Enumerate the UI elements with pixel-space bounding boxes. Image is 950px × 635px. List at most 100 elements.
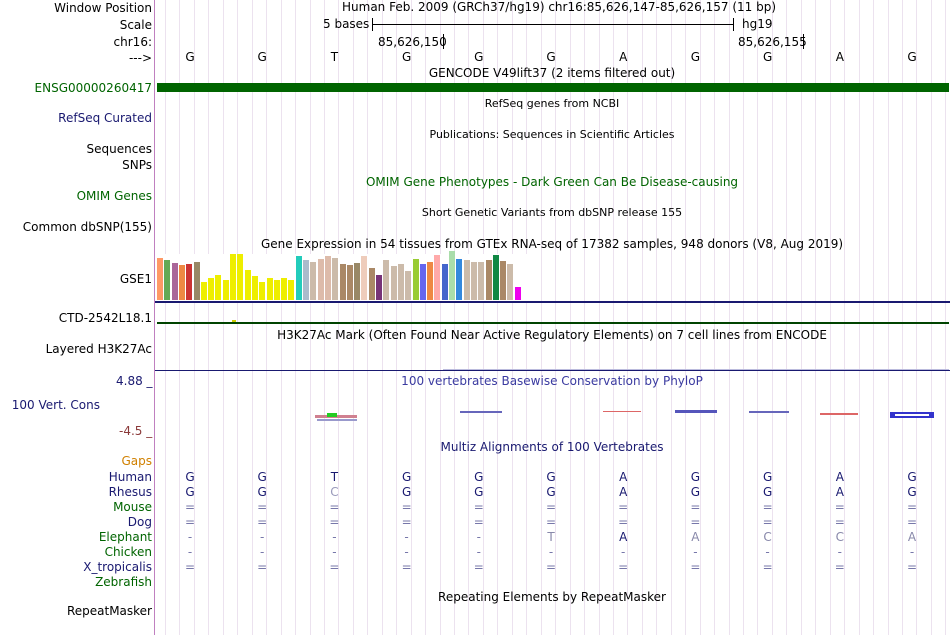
- gtex-gene-label[interactable]: GSE1: [119, 272, 152, 286]
- alignment-base: -: [187, 545, 193, 559]
- gtex-bar[interactable]: [485, 260, 492, 300]
- multiz-track-title[interactable]: Multiz Alignments of 100 Vertebrates: [440, 440, 664, 454]
- coord-150: 85,626,150: [378, 35, 447, 49]
- gtex-bar[interactable]: [390, 266, 397, 300]
- species-label[interactable]: Human: [108, 470, 152, 484]
- repeatmasker-track-title[interactable]: Repeating Elements by RepeatMasker: [438, 590, 666, 604]
- gtex-bar[interactable]: [259, 282, 266, 300]
- gtex-bar[interactable]: [332, 258, 339, 300]
- gtex-bar[interactable]: [492, 255, 499, 300]
- gtex-bar[interactable]: [310, 262, 317, 300]
- gtex-track-title[interactable]: Gene Expression in 54 tissues from GTEx …: [260, 237, 844, 251]
- gtex-bar[interactable]: [266, 278, 273, 300]
- gencode-gene-label[interactable]: ENSG00000260417: [34, 81, 152, 95]
- omim-track-label[interactable]: OMIM Genes: [76, 189, 152, 203]
- gtex-bar[interactable]: [441, 264, 448, 300]
- gtex-bar[interactable]: [463, 260, 470, 300]
- phylop-track-title[interactable]: 100 vertebrates Basewise Conservation by…: [401, 374, 703, 388]
- gtex-bar[interactable]: [376, 275, 383, 300]
- gtex-bar[interactable]: [273, 280, 280, 300]
- alignment-base: G: [474, 470, 484, 484]
- scale-bar-left-tick: [372, 18, 373, 31]
- gtex-bar[interactable]: [324, 256, 331, 300]
- gtex-bar[interactable]: [281, 278, 288, 300]
- grid-line: [612, 0, 614, 635]
- gtex-bar[interactable]: [288, 280, 295, 300]
- alignment-base: =: [762, 560, 773, 574]
- gtex-bar[interactable]: [200, 282, 207, 300]
- gtex-bar[interactable]: [237, 254, 244, 300]
- gtex-bar[interactable]: [368, 268, 375, 300]
- publications-track-title[interactable]: Publications: Sequences in Scientific Ar…: [429, 128, 675, 141]
- gtex-bar[interactable]: [383, 260, 390, 300]
- gencode-gene-bar[interactable]: [157, 83, 949, 92]
- snps-label[interactable]: SNPs: [122, 158, 152, 172]
- refseq-track-title[interactable]: RefSeq genes from NCBI: [484, 97, 620, 110]
- grid-line: [482, 0, 484, 635]
- gtex-bar[interactable]: [295, 256, 302, 300]
- gtex-bar[interactable]: [303, 260, 310, 300]
- species-label[interactable]: Chicken: [104, 545, 152, 559]
- gtex-bar[interactable]: [251, 276, 258, 300]
- gencode-track-title[interactable]: GENCODE V49lift37 (2 items filtered out): [428, 66, 676, 80]
- gtex-bar[interactable]: [419, 264, 426, 300]
- coord-155-tick: [803, 34, 804, 49]
- alignment-base: =: [834, 500, 845, 514]
- dbsnp-track-title[interactable]: Short Genetic Variants from dbSNP releas…: [421, 206, 683, 219]
- gtex-bar[interactable]: [157, 258, 164, 300]
- grid-line: [352, 0, 354, 635]
- gtex-bar[interactable]: [412, 259, 419, 300]
- grid-line: [930, 0, 932, 635]
- species-label[interactable]: Elephant: [98, 530, 152, 544]
- alignment-base: G: [546, 485, 556, 499]
- gtex-bar[interactable]: [222, 280, 229, 300]
- gtex-bar[interactable]: [507, 264, 514, 300]
- gtex-bar[interactable]: [361, 256, 368, 300]
- gtex-bar[interactable]: [456, 259, 463, 300]
- gtex-bar[interactable]: [354, 263, 361, 300]
- gtex-bar[interactable]: [186, 264, 193, 300]
- gtex-bar[interactable]: [193, 262, 200, 300]
- alignment-base: G: [690, 485, 701, 499]
- phylop-track-label[interactable]: 100 Vert. Cons: [11, 398, 100, 412]
- gtex-bar[interactable]: [230, 254, 237, 300]
- alignment-base: =: [257, 560, 268, 574]
- h3k27ac-track-label[interactable]: Layered H3K27Ac: [45, 342, 152, 356]
- gtex-bar[interactable]: [397, 264, 404, 300]
- gtex-bar[interactable]: [427, 262, 434, 300]
- gtex-bar[interactable]: [514, 287, 521, 300]
- gtex-bar[interactable]: [164, 260, 171, 300]
- phylop-glyph-a: [603, 411, 641, 412]
- gtex-bar[interactable]: [171, 263, 178, 300]
- species-label[interactable]: Mouse: [113, 500, 152, 514]
- gtex-bar[interactable]: [405, 271, 412, 300]
- gtex-bar[interactable]: [449, 251, 456, 300]
- alignment-base: -: [548, 545, 554, 559]
- dbsnp-track-label[interactable]: Common dbSNP(155): [22, 220, 152, 234]
- gtex-bar[interactable]: [317, 259, 324, 300]
- gtex-bar[interactable]: [434, 255, 441, 300]
- gtex-bar[interactable]: [500, 261, 507, 300]
- species-label[interactable]: Rhesus: [108, 485, 152, 499]
- ctd-gene-bar[interactable]: [157, 322, 949, 324]
- gtex-bar[interactable]: [346, 265, 353, 300]
- grid-line: [381, 0, 383, 635]
- omim-track-title[interactable]: OMIM Gene Phenotypes - Dark Green Can Be…: [365, 175, 739, 189]
- gtex-bar[interactable]: [178, 265, 185, 300]
- gtex-bar[interactable]: [215, 275, 222, 300]
- h3k27ac-track-title[interactable]: H3K27Ac Mark (Often Found Near Active Re…: [277, 328, 827, 342]
- gtex-bar[interactable]: [339, 264, 346, 300]
- species-label[interactable]: Dog: [127, 515, 152, 529]
- gtex-bar[interactable]: [470, 262, 477, 300]
- gtex-bar[interactable]: [478, 262, 485, 300]
- species-label[interactable]: Zebrafish: [95, 575, 152, 589]
- repeatmasker-track-label[interactable]: RepeatMasker: [66, 604, 152, 618]
- refseq-track-label[interactable]: RefSeq Curated: [58, 111, 152, 125]
- alignment-base: A: [691, 530, 700, 544]
- gtex-bar[interactable]: [244, 270, 251, 300]
- alignment-base: G: [907, 485, 917, 499]
- gtex-bar[interactable]: [208, 278, 215, 300]
- publications-track-label[interactable]: Sequences: [86, 142, 152, 156]
- species-label[interactable]: X_tropicalis: [83, 560, 152, 574]
- ctd-gene-label[interactable]: CTD-2542L18.1: [58, 311, 152, 325]
